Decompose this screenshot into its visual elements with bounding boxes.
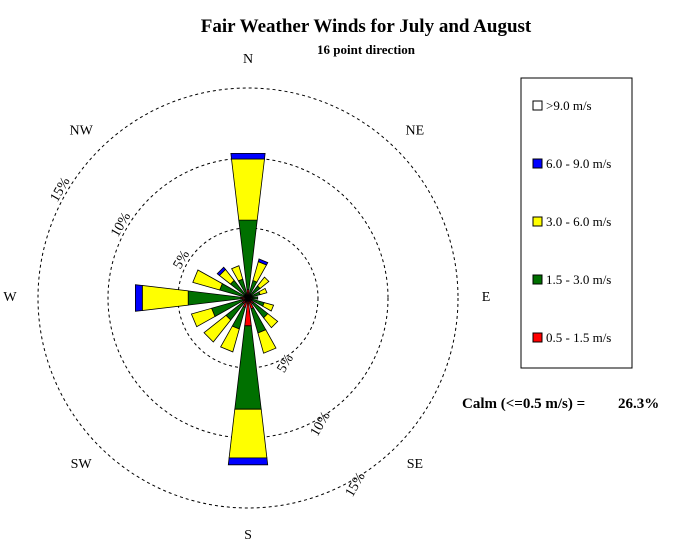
compass-label-e: E bbox=[482, 290, 491, 305]
petal-e-series-1 bbox=[251, 296, 259, 300]
legend-swatch-2 bbox=[532, 216, 543, 227]
wind-petals bbox=[134, 152, 279, 466]
ring-label-5: 5% bbox=[171, 248, 193, 272]
compass-label-s: S bbox=[244, 528, 252, 543]
compass-labels: N NE E SE S SW W NW bbox=[3, 52, 490, 543]
petal-wnw-series-2 bbox=[192, 269, 223, 291]
legend: >9.0 m/s 6.0 - 9.0 m/s 3.0 - 6.0 m/s 1.5 - … bbox=[532, 98, 611, 345]
chart-subtitle: 16 point direction bbox=[317, 42, 416, 57]
petal-w-series-3 bbox=[134, 284, 143, 312]
chart-title: Fair Weather Winds for July and August bbox=[201, 16, 532, 37]
ring-10 bbox=[107, 157, 389, 439]
petal-nnw-series-2 bbox=[231, 265, 244, 282]
compass-label-ne: NE bbox=[406, 123, 425, 138]
ring-label-10: 10% bbox=[108, 210, 134, 240]
petal-n-series-2 bbox=[231, 158, 265, 221]
calm-value: 26.3% bbox=[618, 396, 659, 412]
petal-se-series-2 bbox=[263, 313, 279, 329]
petal-w-series-2 bbox=[141, 285, 189, 311]
petal-ne-series-2 bbox=[256, 276, 270, 290]
legend-swatch-4 bbox=[532, 332, 543, 343]
ring-label-10: 10% bbox=[308, 409, 334, 439]
petal-ese-series-2 bbox=[262, 302, 275, 312]
legend-label-2: 3.0 - 6.0 m/s bbox=[546, 214, 611, 229]
petal-nne-series-3 bbox=[257, 258, 269, 266]
petal-s-series-3 bbox=[227, 457, 269, 466]
ring-label-5: 5% bbox=[275, 352, 297, 376]
legend-swatch-1 bbox=[532, 158, 543, 169]
petal-ene-series-2 bbox=[258, 287, 268, 296]
compass-label-sw: SW bbox=[71, 457, 93, 472]
ring-15 bbox=[37, 87, 459, 509]
legend-label-1: 6.0 - 9.0 m/s bbox=[546, 156, 611, 171]
petal-s-series-1 bbox=[234, 325, 262, 410]
petal-wsw-series-2 bbox=[190, 307, 216, 328]
calm-label: Calm (<=0.5 m/s) = bbox=[462, 396, 585, 412]
petal-ssw-series-2 bbox=[220, 325, 240, 353]
legend-label-3: 1.5 - 3.0 m/s bbox=[546, 272, 611, 287]
petal-sse-series-2 bbox=[257, 329, 277, 354]
legend-swatch-3 bbox=[532, 274, 543, 285]
compass-label-se: SE bbox=[407, 457, 423, 472]
legend-label-4: 0.5 - 1.5 m/s bbox=[546, 330, 611, 345]
legend-label-0: >9.0 m/s bbox=[546, 98, 592, 113]
ring-label-15: 15% bbox=[343, 470, 369, 500]
compass-label-w: W bbox=[3, 290, 17, 305]
petal-n-series-3 bbox=[230, 152, 266, 160]
compass-label-nw: NW bbox=[69, 123, 93, 138]
petal-sw-series-2 bbox=[203, 314, 232, 343]
compass-label-n: N bbox=[243, 52, 253, 67]
petal-s-series-2 bbox=[228, 408, 268, 459]
petal-nw-series-3 bbox=[216, 266, 227, 277]
legend-swatch-0 bbox=[532, 100, 543, 111]
ring-label-15: 15% bbox=[48, 175, 74, 205]
